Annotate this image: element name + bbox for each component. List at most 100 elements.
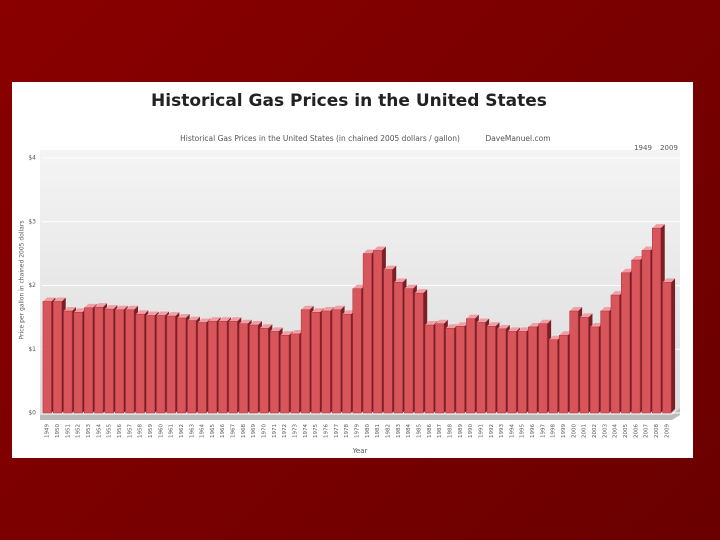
- bar-top: [270, 327, 283, 332]
- bar: [414, 292, 424, 414]
- bar-top: [249, 321, 262, 326]
- bar-top: [662, 278, 676, 283]
- bar: [652, 227, 661, 414]
- bar: [352, 288, 362, 414]
- bar: [218, 320, 228, 414]
- bar: [228, 320, 238, 414]
- bar: [145, 315, 155, 414]
- bar: [424, 324, 434, 414]
- bar-top: [363, 249, 376, 254]
- x-tick-label: 2001: [582, 424, 588, 438]
- bar: [507, 331, 517, 414]
- x-tick-label: 1969: [251, 424, 257, 438]
- bar: [662, 282, 672, 414]
- x-tick-label: 1981: [375, 424, 381, 438]
- bar: [114, 309, 124, 414]
- bar-top: [228, 317, 242, 322]
- bar: [63, 310, 73, 414]
- bar: [631, 259, 641, 414]
- bar-top: [321, 307, 335, 311]
- x-tick-label: 1968: [241, 424, 247, 438]
- bar: [94, 306, 104, 414]
- x-tick-label: 2004: [613, 424, 619, 438]
- bar: [104, 308, 114, 414]
- bar-top: [135, 310, 149, 315]
- bar-top: [579, 313, 593, 318]
- x-tick-label: 1975: [313, 424, 319, 438]
- bar-top: [290, 329, 304, 334]
- bar-top: [352, 284, 366, 289]
- bar: [383, 269, 393, 414]
- bar-top: [528, 322, 541, 327]
- bar-top: [404, 284, 417, 289]
- bar-top: [456, 322, 469, 327]
- bar: [528, 326, 538, 414]
- x-tick-label: 1954: [96, 424, 102, 438]
- bar-top: [373, 246, 386, 251]
- y-tick-label: $0: [28, 410, 36, 417]
- bar-top: [538, 319, 552, 324]
- bar: [486, 326, 496, 414]
- bar-top: [84, 303, 97, 308]
- x-tick-label: 1984: [406, 424, 412, 438]
- bar: [569, 310, 579, 414]
- bar-top: [652, 224, 665, 229]
- bar-top: [394, 278, 407, 283]
- bar: [548, 339, 558, 414]
- x-tick-label: 1997: [540, 424, 546, 438]
- x-tick-label: 1958: [138, 424, 144, 438]
- bar: [176, 317, 186, 414]
- x-tick-label: 1956: [117, 424, 123, 438]
- bar: [362, 253, 372, 414]
- x-tick-label: 1957: [127, 424, 133, 438]
- bar-top: [156, 311, 170, 316]
- bar-top: [104, 305, 118, 310]
- x-tick-label: 1991: [478, 424, 484, 438]
- x-tick-label: 2003: [602, 424, 608, 438]
- bar-top: [590, 322, 603, 327]
- x-tick-label: 1987: [437, 424, 443, 438]
- x-tick-label: 1995: [520, 424, 526, 438]
- bar-top: [218, 317, 231, 322]
- x-tick-label: 1967: [231, 424, 237, 438]
- bar: [435, 323, 445, 414]
- bar: [559, 334, 569, 414]
- x-tick-label: 1961: [169, 424, 175, 438]
- x-tick-label: 1960: [158, 424, 164, 438]
- bar: [311, 312, 321, 414]
- bar-top: [63, 307, 77, 311]
- y-tick-label: $3: [28, 218, 36, 225]
- x-tick-label: 1982: [385, 424, 391, 438]
- bar: [166, 315, 176, 414]
- bar: [321, 310, 331, 414]
- bar-top: [177, 314, 190, 319]
- bar-side: [671, 278, 676, 413]
- x-tick-label: 2006: [633, 424, 639, 438]
- bar: [610, 294, 620, 414]
- x-tick-label: 1979: [355, 424, 361, 438]
- bar: [259, 327, 269, 414]
- bar: [342, 313, 352, 414]
- bar-top: [208, 317, 221, 322]
- bar: [331, 309, 341, 414]
- x-tick-label: 1976: [324, 424, 330, 438]
- bar-top: [73, 308, 87, 313]
- x-tick-label: 2009: [664, 424, 670, 438]
- bar-top: [187, 316, 200, 321]
- x-tick-label: 1977: [334, 424, 340, 438]
- bar: [579, 317, 589, 414]
- bar: [621, 272, 631, 414]
- bar-top: [559, 331, 572, 336]
- bar: [600, 310, 610, 414]
- bar-top: [435, 319, 448, 324]
- bar: [207, 320, 217, 414]
- x-tick-label: 1989: [458, 424, 464, 438]
- bar-top: [383, 265, 397, 270]
- bar: [156, 315, 166, 414]
- bar: [42, 301, 52, 414]
- x-tick-label: 1978: [344, 424, 350, 438]
- bar: [497, 328, 507, 414]
- x-tick-label: 1970: [262, 424, 268, 438]
- bar-top: [146, 311, 159, 316]
